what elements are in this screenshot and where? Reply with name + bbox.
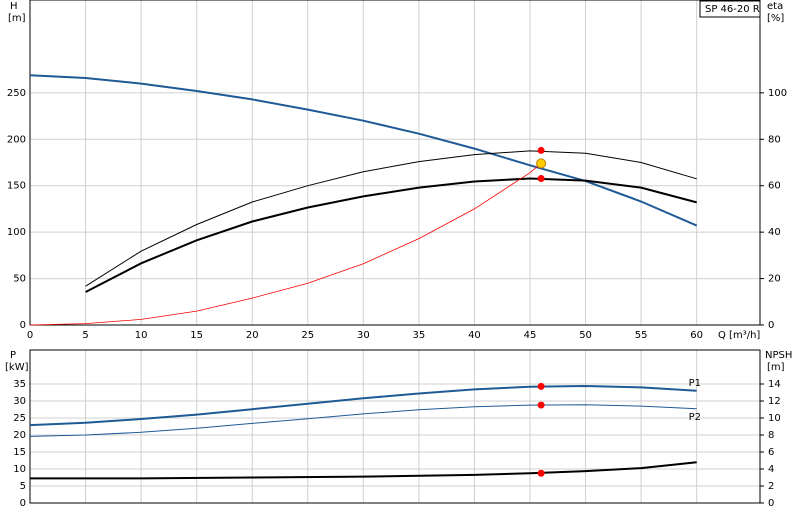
y-tick-label: 30	[13, 396, 26, 407]
y2-tick-label: 10	[768, 413, 781, 424]
y2-tick-label: 100	[768, 88, 787, 99]
y-tick-label: 35	[13, 379, 26, 390]
x-tick-label: 5	[82, 330, 88, 341]
y2-unit: [m]	[767, 362, 785, 373]
x-tick-label: 15	[190, 330, 203, 341]
y2-tick-label: 14	[768, 379, 781, 390]
x-tick-label: 25	[301, 330, 314, 341]
y-tick-label: 25	[13, 413, 26, 424]
x-label: Q [m³/h]	[718, 330, 760, 341]
y-tick-label: 150	[7, 181, 26, 192]
chart-title: SP 46-20 R	[705, 4, 760, 15]
y2-tick-label: 2	[768, 481, 774, 492]
x-tick-label: 10	[135, 330, 148, 341]
operating-point	[537, 146, 545, 154]
series-label: P2	[689, 412, 701, 423]
y2-unit: [%]	[767, 13, 784, 24]
y2-tick-label: 60	[768, 181, 781, 192]
x-tick-label: 35	[413, 330, 426, 341]
operating-point	[537, 469, 545, 477]
y-tick-label: 5	[20, 481, 26, 492]
y2-tick-label: 40	[768, 227, 781, 238]
operating-point	[537, 175, 545, 183]
y2-tick-label: 0	[768, 498, 774, 509]
y-label: P	[10, 350, 16, 361]
x-tick-label: 50	[579, 330, 592, 341]
y-label: H	[10, 1, 18, 12]
y2-tick-label: 6	[768, 447, 774, 458]
series-label: P1	[689, 378, 701, 389]
x-tick-label: 60	[690, 330, 703, 341]
y-tick-label: 100	[7, 227, 26, 238]
y-tick-label: 0	[20, 498, 26, 509]
x-tick-label: 55	[635, 330, 648, 341]
curve	[85, 177, 697, 293]
x-tick-label: 20	[246, 330, 259, 341]
x-tick-label: 30	[357, 330, 370, 341]
curve	[29, 163, 542, 326]
y-unit: [m]	[8, 13, 26, 24]
y2-label: NPSH	[765, 350, 792, 361]
y2-tick-label: 8	[768, 430, 774, 441]
x-tick-label: 40	[468, 330, 481, 341]
operating-point	[537, 401, 545, 409]
y-tick-label: 15	[13, 447, 26, 458]
curve	[30, 461, 697, 480]
y-tick-label: 200	[7, 134, 26, 145]
y-unit: [kW]	[5, 362, 29, 373]
curve	[29, 384, 697, 427]
y2-tick-label: 12	[768, 396, 781, 407]
y-tick-label: 250	[7, 88, 26, 99]
x-tick-label: 0	[27, 330, 33, 341]
curve	[29, 404, 697, 437]
plot-frame	[29, 0, 761, 326]
y2-tick-label: 0	[768, 320, 774, 331]
y-tick-label: 20	[13, 430, 26, 441]
curve	[85, 150, 697, 287]
y2-tick-label: 80	[768, 134, 781, 145]
y2-tick-label: 20	[768, 274, 781, 285]
operating-point	[536, 158, 547, 169]
y2-tick-label: 4	[768, 464, 774, 475]
y-tick-label: 0	[20, 320, 26, 331]
y-tick-label: 50	[13, 274, 26, 285]
operating-point	[537, 382, 545, 390]
y-tick-label: 10	[13, 464, 26, 475]
x-tick-label: 45	[524, 330, 537, 341]
y2-label: eta	[767, 1, 783, 12]
plot-frame	[29, 349, 761, 504]
